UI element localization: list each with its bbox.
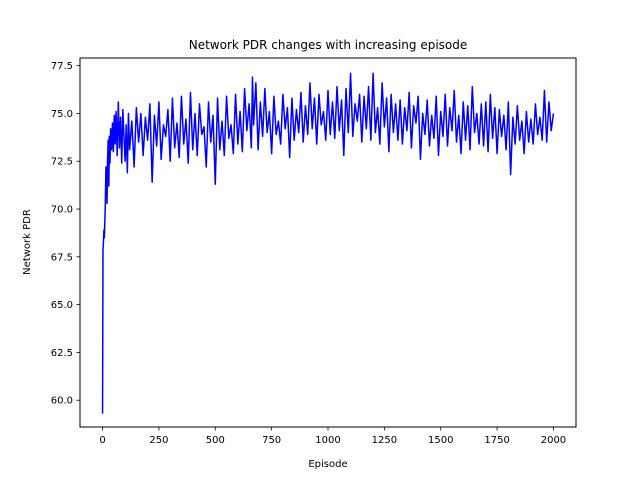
y-tick-label: 70.0 [51, 205, 73, 216]
y-tick-label: 67.5 [51, 252, 73, 263]
y-tick-label: 72.5 [51, 157, 73, 168]
chart-title: Network PDR changes with increasing epis… [189, 38, 468, 52]
x-tick-label: 500 [206, 435, 225, 446]
x-tick-label: 1750 [484, 435, 509, 446]
series-line-0 [101, 72, 555, 414]
y-tick-label: 75.0 [51, 109, 73, 120]
x-tick-label: 1000 [315, 435, 340, 446]
y-axis-label: Network PDR [22, 209, 33, 275]
y-tick-label: 77.5 [51, 61, 73, 72]
y-tick-label: 65.0 [51, 300, 73, 311]
x-tick-label: 2000 [541, 435, 566, 446]
x-tick-label: 1250 [372, 435, 397, 446]
x-tick-label: 250 [149, 435, 168, 446]
y-tick-label: 60.0 [51, 396, 73, 407]
x-tick-label: 750 [262, 435, 281, 446]
x-axis: 0 250 500 750 1000 1250 1500 1750 2000 [99, 427, 566, 446]
x-tick-label: 0 [99, 435, 105, 446]
y-axis: 60.0 62.5 65.0 67.5 70.0 72.5 75.0 77.5 [51, 61, 80, 407]
series-layer [101, 72, 555, 414]
x-tick-label: 1500 [428, 435, 453, 446]
x-axis-label: Episode [308, 459, 347, 470]
y-tick-label: 62.5 [51, 348, 73, 359]
